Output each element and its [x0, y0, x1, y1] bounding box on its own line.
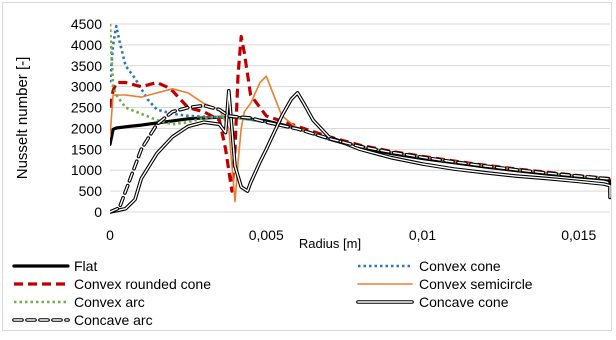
y-tick-label: 1000 [71, 162, 102, 178]
x-tick-label: 0,005 [249, 227, 284, 243]
y-tick-label: 2000 [71, 120, 102, 136]
y-tick-label: 500 [79, 183, 103, 199]
x-tick-label: 0,015 [561, 227, 596, 243]
y-tick-label: 4500 [71, 16, 102, 32]
chart-frame [2, 2, 612, 331]
series-concave-arc [110, 103, 612, 214]
axes: 0 500 1000 1500 2000 2500 3000 3500 4000 4500 0 0,0… [71, 16, 597, 243]
legend-label-convex-rounded-cone: Convex rounded cone [74, 276, 211, 292]
legend-label-concave-arc: Concave arc [74, 312, 153, 328]
y-tick-label: 3000 [71, 79, 102, 95]
legend-label-convex-semicircle: Convex semicircle [419, 276, 533, 292]
y-tick-label: 1500 [71, 141, 102, 157]
series-line-concave-cone-inner [110, 90, 611, 213]
legend-item-flat: Flat [12, 258, 97, 274]
legend-item-convex-arc: Convex arc [14, 294, 145, 310]
x-axis-label: Radius [m] [299, 236, 361, 251]
series-layer [110, 23, 612, 214]
y-tick-label: 2500 [71, 100, 102, 116]
y-tick-label: 4000 [71, 37, 102, 53]
legend-item-convex-rounded-cone: Convex rounded cone [14, 276, 211, 292]
series-line-convex-rounded-cone [110, 34, 611, 193]
series-line-concave-arc-inner [110, 104, 611, 213]
x-tick-label: 0,01 [409, 227, 436, 243]
series-convex-rounded-cone [110, 34, 611, 193]
legend-item-convex-cone: Convex cone [358, 258, 501, 274]
y-axis-label: Nusselt number [-] [14, 57, 31, 180]
legend-label-convex-arc: Convex arc [74, 294, 145, 310]
legend-label-concave-cone: Concave cone [419, 294, 509, 310]
legend-label-convex-cone: Convex cone [419, 258, 501, 274]
legend-label-flat: Flat [74, 258, 97, 274]
y-tick-label: 0 [94, 204, 102, 220]
y-tick-label: 3500 [71, 58, 102, 74]
legend: Flat Convex cone Convex rounded cone Convex… [12, 258, 533, 328]
x-tick-label: 0 [106, 227, 114, 243]
series-concave-cone [110, 89, 612, 214]
legend-item-convex-semicircle: Convex semicircle [357, 276, 533, 292]
legend-item-concave-cone: Concave cone [356, 294, 509, 310]
legend-item-concave-arc: Concave arc [12, 312, 153, 328]
